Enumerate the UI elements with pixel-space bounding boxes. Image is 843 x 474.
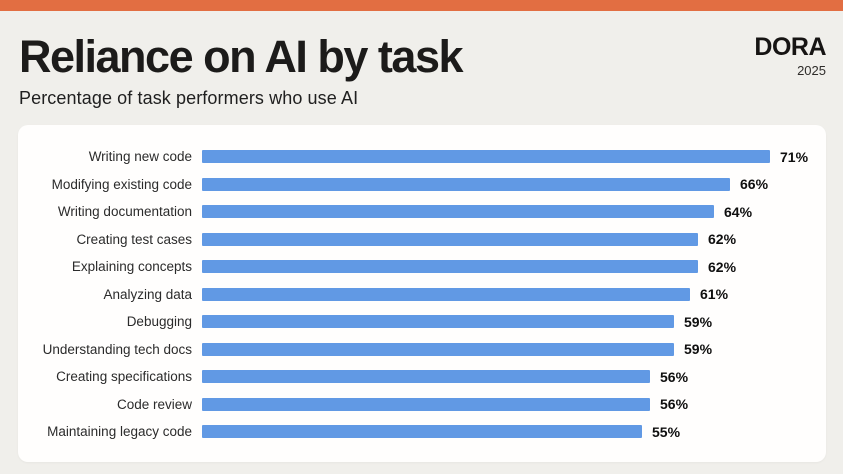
dora-logo-year: 2025 bbox=[797, 63, 826, 78]
chart-row: Writing documentation 64% bbox=[32, 198, 812, 226]
value-label: 64% bbox=[724, 203, 753, 220]
value-label: 61% bbox=[700, 286, 729, 303]
value-label: 62% bbox=[708, 231, 737, 248]
value-label: 59% bbox=[684, 313, 713, 330]
bar bbox=[202, 370, 650, 384]
bar-track: 56% bbox=[202, 363, 812, 391]
value-label: 71% bbox=[780, 148, 809, 165]
bar bbox=[202, 425, 642, 439]
bar bbox=[202, 397, 650, 411]
bar bbox=[202, 232, 698, 246]
bar-track: 56% bbox=[202, 391, 812, 419]
page-subtitle: Percentage of task performers who use AI bbox=[19, 88, 359, 108]
chart-row: Explaining concepts 62% bbox=[32, 253, 812, 281]
value-label: 56% bbox=[660, 368, 689, 385]
accent-top-bar bbox=[0, 0, 843, 11]
bar bbox=[202, 205, 714, 219]
task-label: Understanding tech docs bbox=[42, 341, 192, 357]
value-label: 62% bbox=[708, 258, 737, 275]
bar-track: 66% bbox=[202, 171, 812, 199]
bar-chart: Writing new code 71% Modifying existing co… bbox=[32, 143, 812, 446]
task-label: Creating specifications bbox=[56, 369, 192, 385]
chart-row: Code review 56% bbox=[32, 391, 812, 419]
chart-row: Analyzing data 61% bbox=[32, 281, 812, 309]
task-label: Explaining concepts bbox=[71, 259, 192, 275]
bar bbox=[202, 315, 674, 329]
bar bbox=[202, 260, 698, 274]
task-label: Writing documentation bbox=[57, 204, 192, 220]
bar-track: 62% bbox=[202, 226, 812, 254]
bar-track: 59% bbox=[202, 336, 812, 364]
task-label: Maintaining legacy code bbox=[47, 424, 192, 440]
bar-track: 55% bbox=[202, 418, 812, 446]
chart-row: Writing new code 71% bbox=[32, 143, 812, 171]
dora-logo: DORA 2025 bbox=[754, 33, 826, 78]
task-label: Creating test cases bbox=[76, 231, 192, 247]
chart-row: Creating specifications 56% bbox=[32, 363, 812, 391]
value-label: 66% bbox=[740, 176, 769, 193]
chart-row: Maintaining legacy code 55% bbox=[32, 418, 812, 446]
chart-row: Debugging 59% bbox=[32, 308, 812, 336]
bar-track: 59% bbox=[202, 308, 812, 336]
bar bbox=[202, 177, 730, 191]
task-label: Code review bbox=[116, 396, 192, 412]
value-label: 55% bbox=[652, 423, 681, 440]
chart-row: Modifying existing code 66% bbox=[32, 171, 812, 199]
task-label: Writing new code bbox=[88, 149, 192, 165]
bar bbox=[202, 342, 674, 356]
bar-track: 62% bbox=[202, 253, 812, 281]
task-label: Debugging bbox=[126, 314, 192, 330]
chart-row: Creating test cases 62% bbox=[32, 226, 812, 254]
value-label: 56% bbox=[660, 396, 689, 413]
chart-card: Writing new code 71% Modifying existing co… bbox=[18, 125, 826, 462]
bar bbox=[202, 150, 770, 164]
page-title: Reliance on AI by task bbox=[19, 31, 464, 82]
bar bbox=[202, 287, 690, 301]
bar-track: 71% bbox=[202, 143, 812, 171]
chart-row: Understanding tech docs 59% bbox=[32, 336, 812, 364]
bar-track: 61% bbox=[202, 281, 812, 309]
bar-track: 64% bbox=[202, 198, 812, 226]
task-label: Analyzing data bbox=[103, 286, 192, 302]
dora-logo-text: DORA bbox=[754, 33, 826, 61]
header: Reliance on AI by task Percentage of tas… bbox=[0, 11, 843, 109]
task-label: Modifying existing code bbox=[51, 176, 192, 192]
value-label: 59% bbox=[684, 341, 713, 358]
